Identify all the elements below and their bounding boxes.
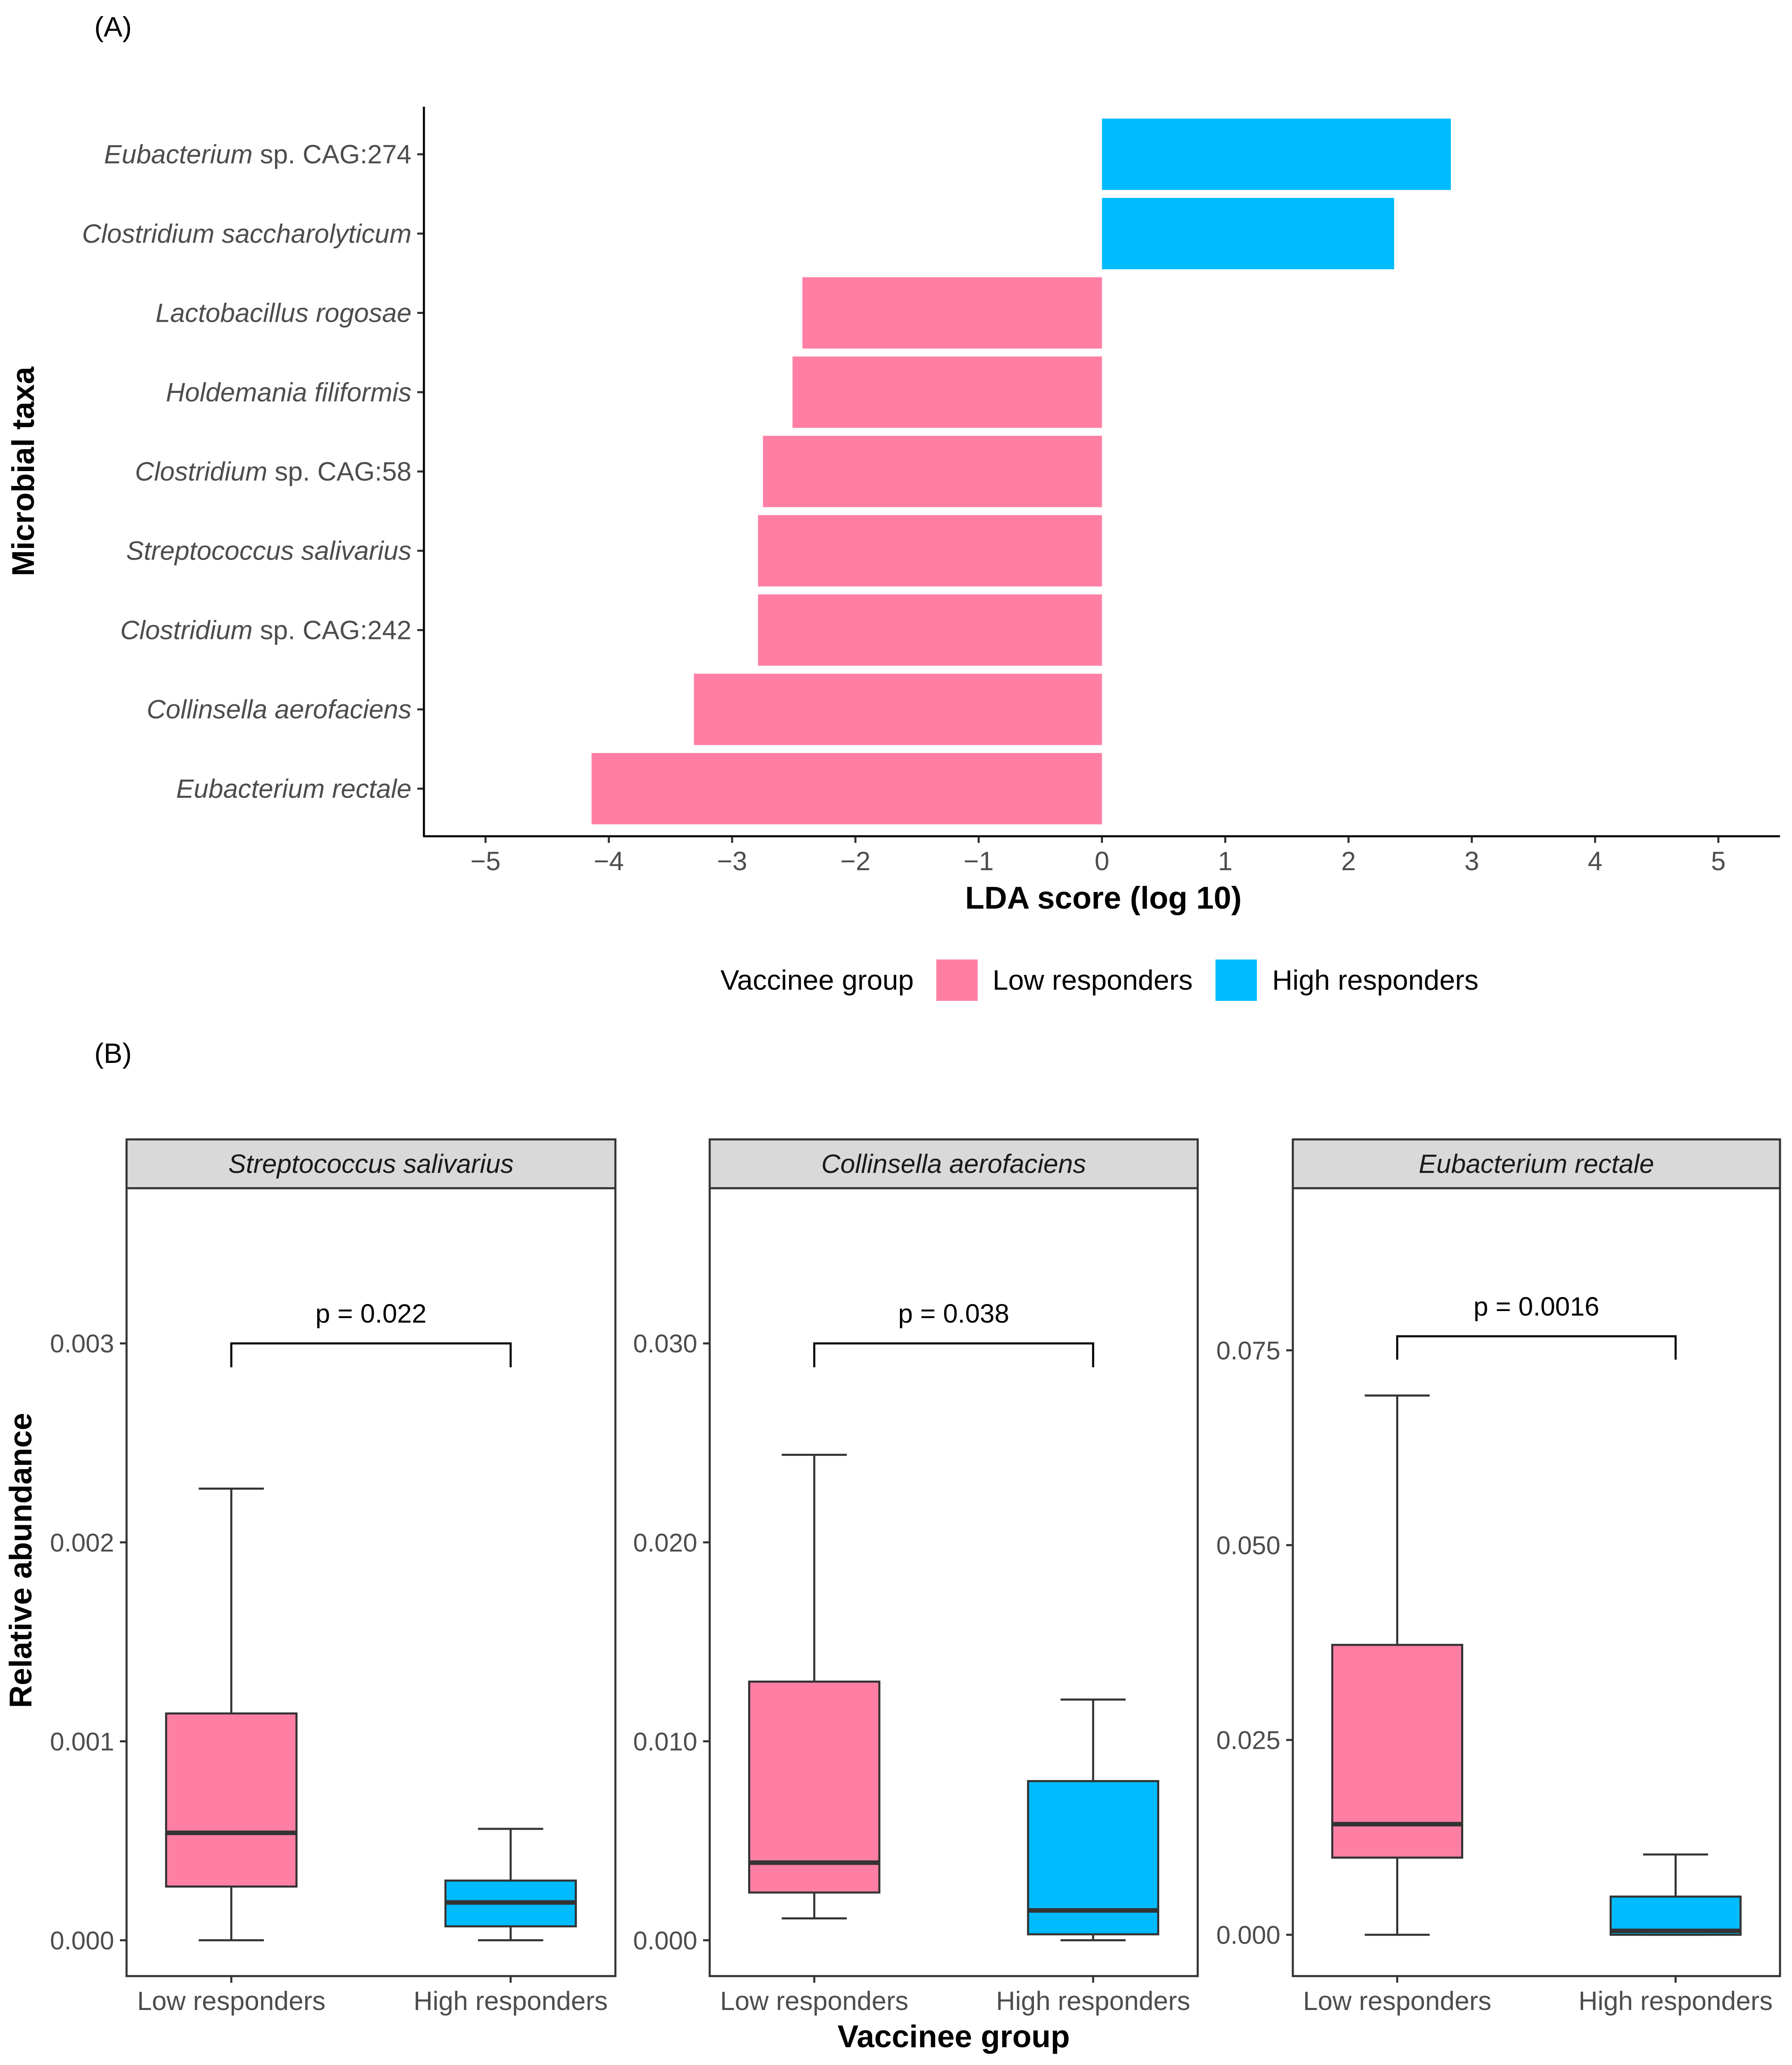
y-tick-label: 0.000 [633, 1926, 697, 1955]
facet-collinsella-aerofaciens: Collinsella aerofaciens 0.000 0.010 0.020 0.… [633, 1138, 1199, 2016]
box-x-axis-title: Vaccinee group [837, 2019, 1070, 2054]
bar-holdemania-filiformis [792, 356, 1102, 428]
facet-panel-border [708, 1187, 1199, 1977]
box-high-responders [1609, 1853, 1742, 1936]
x-tick-label: 1 [1218, 846, 1233, 876]
x-tick-label: High responders [996, 1986, 1190, 2016]
y-tick-label: 0.010 [633, 1728, 697, 1756]
x-tick-label: −5 [471, 846, 501, 876]
significance-bracket [1396, 1335, 1677, 1360]
facet-title: Streptococcus salivarius [228, 1149, 514, 1179]
lda-x-axis-ticks: −5 −4 −3 −2 −1 0 1 2 3 4 5 [471, 836, 1726, 876]
y-tick-label: 0.000 [50, 1926, 114, 1955]
x-tick-label: −2 [840, 846, 871, 876]
facet-panel-border [1292, 1187, 1781, 1977]
box-low-responders [165, 1487, 298, 1941]
x-tick-label: High responders [414, 1986, 608, 2016]
y-tick-label: 0.003 [50, 1330, 114, 1358]
lda-bars [591, 118, 1451, 825]
p-value-label: p = 0.022 [316, 1299, 427, 1328]
facet-title: Collinsella aerofaciens [821, 1149, 1086, 1179]
bar-clostridium-saccharolyticum [1102, 198, 1394, 270]
facet-streptococcus-salivarius: Streptococcus salivarius 0.000 0.001 0.002 0… [50, 1138, 617, 2016]
y-tick-label: 0.025 [1216, 1726, 1280, 1755]
lda-x-axis-title: LDA score (log 10) [965, 881, 1242, 916]
panel-b-label: (B) [94, 1038, 132, 1069]
x-tick-label: Low responders [720, 1986, 908, 2016]
x-tick-label: High responders [1579, 1986, 1773, 2016]
x-tick-label: Low responders [137, 1986, 325, 2016]
box-low-responders [1331, 1394, 1464, 1936]
facet-strip [1292, 1138, 1781, 1189]
x-tick-label: −3 [717, 846, 747, 876]
lda-y-axis-title: Microbial taxa [6, 366, 41, 577]
x-tick-label: −4 [594, 846, 624, 876]
facet-panel-border [125, 1187, 617, 1977]
bar-eubacterium-rectale [591, 753, 1102, 825]
iqr-box [165, 1712, 298, 1888]
x-tick-label: 2 [1341, 846, 1356, 876]
x-tick-label: 5 [1711, 846, 1726, 876]
y-tick-label: 0.000 [1216, 1921, 1280, 1950]
taxon-label: Collinsella aerofaciens [147, 694, 412, 724]
taxon-label: Streptococcus salivarius [126, 536, 412, 566]
p-value-label: p = 0.0016 [1474, 1292, 1599, 1321]
facet-eubacterium-rectale: Eubacterium rectale 0.000 0.025 0.050 0.075 L… [1216, 1138, 1781, 2016]
box-high-responders [1027, 1698, 1159, 1941]
taxon-label: Holdemania filiformis [166, 377, 412, 407]
p-value-label: p = 0.038 [898, 1299, 1010, 1328]
bar-eubacterium-sp-cag-274 [1102, 118, 1451, 190]
legend-swatch-low-responders [936, 960, 978, 1001]
legend: Vaccinee group Low responders High respo… [720, 960, 1479, 1001]
box-plot-facets: Streptococcus salivarius 0.000 0.001 0.002 0… [50, 1138, 1781, 2016]
y-tick-label: 0.001 [50, 1728, 114, 1756]
taxon-label: Clostridium saccharolyticum [82, 219, 412, 249]
x-tick-label: −1 [964, 846, 994, 876]
x-tick-label: Low responders [1303, 1986, 1491, 2016]
bar-lactobacillus-rogosae [802, 277, 1102, 349]
x-tick-label: 3 [1464, 846, 1479, 876]
bar-collinsella-aerofaciens [694, 673, 1102, 745]
x-tick-label: 0 [1095, 846, 1110, 876]
taxon-label: Eubacterium sp. CAG:274 [104, 139, 412, 169]
box-high-responders [444, 1828, 577, 1941]
bar-streptococcus-salivarius [758, 515, 1102, 587]
lda-bar-chart: Eubacterium sp. CAG:274 Clostridium sacch… [6, 107, 1780, 916]
taxon-label: Clostridium sp. CAG:58 [135, 457, 412, 486]
bar-clostridium-sp-cag-242 [758, 594, 1102, 666]
legend-label-low-responders: Low responders [993, 964, 1193, 996]
iqr-box [748, 1680, 880, 1894]
significance-bracket [230, 1342, 512, 1367]
iqr-box [1609, 1895, 1742, 1936]
box-y-axis-title: Relative abundance [3, 1413, 38, 1708]
panel-a-label: (A) [94, 11, 132, 43]
legend-swatch-high-responders [1215, 960, 1257, 1001]
y-tick-label: 0.075 [1216, 1337, 1280, 1365]
x-tick-label: 4 [1588, 846, 1603, 876]
y-tick-label: 0.020 [633, 1529, 697, 1557]
box-low-responders [748, 1454, 880, 1919]
taxon-label: Lactobacillus rogosae [156, 298, 412, 328]
taxon-label: Clostridium sp. CAG:242 [120, 615, 412, 645]
y-tick-label: 0.002 [50, 1529, 114, 1557]
taxon-label: Eubacterium rectale [176, 774, 412, 804]
significance-bracket [813, 1342, 1094, 1367]
taxa-axis-labels: Eubacterium sp. CAG:274 Clostridium sacch… [82, 139, 424, 804]
legend-label-high-responders: High responders [1272, 964, 1479, 996]
y-tick-label: 0.030 [633, 1330, 697, 1358]
legend-title: Vaccinee group [720, 964, 914, 996]
y-tick-label: 0.050 [1216, 1531, 1280, 1560]
facet-title: Eubacterium rectale [1419, 1149, 1654, 1179]
box-plot-panels: Streptococcus salivarius 0.000 0.001 0.002 0… [3, 1138, 1781, 2054]
bar-clostridium-sp-cag-58 [763, 435, 1102, 507]
